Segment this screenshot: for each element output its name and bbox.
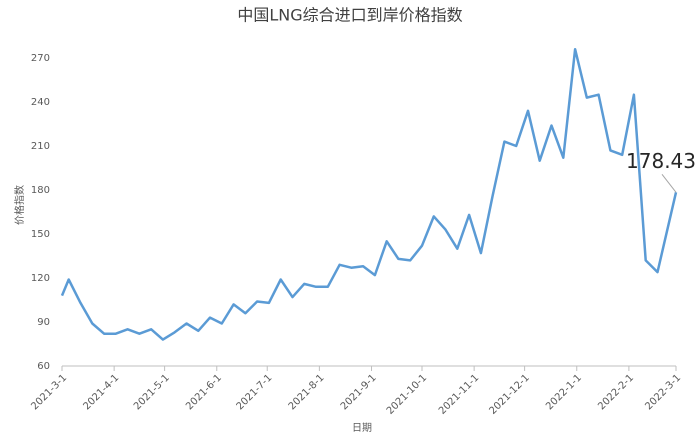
x-tick-label: 2022-1-1 — [544, 372, 584, 412]
y-tick-label: 240 — [31, 97, 50, 108]
x-tick-label: 2022-3-1 — [643, 372, 683, 412]
x-tick-label: 2021-3-1 — [29, 372, 69, 412]
x-tick-label: 2021-12-1 — [487, 372, 531, 416]
x-tick-label: 2021-11-1 — [437, 372, 481, 416]
x-tick-label: 2022-2-1 — [596, 372, 636, 412]
y-tick-label: 60 — [37, 361, 50, 372]
y-tick-label: 90 — [37, 317, 50, 328]
x-axis-label: 日期 — [352, 422, 372, 434]
x-tick-label: 2021-5-1 — [132, 372, 172, 412]
chart-title: 中国LNG综合进口到岸价格指数 — [237, 6, 462, 25]
value-label: 178.43 — [626, 149, 696, 173]
y-tick-label: 150 — [31, 229, 50, 240]
y-tick-label: 180 — [31, 185, 50, 196]
x-tick-label: 2021-7-1 — [235, 372, 275, 412]
x-tick-label: 2021-4-1 — [82, 372, 122, 412]
x-tick-label: 2021-8-1 — [287, 372, 327, 412]
y-tick-label: 120 — [31, 273, 50, 284]
line — [60, 47, 678, 341]
leader-line — [661, 173, 677, 193]
y-tick-label: 270 — [31, 53, 50, 64]
y-axis-label: 价格指数 — [13, 185, 26, 225]
y-tick-label: 210 — [31, 141, 50, 152]
x-tick-label: 2021-10-1 — [385, 372, 429, 416]
x-tick-label: 2021-6-1 — [184, 372, 224, 412]
x-tick-label: 2021-9-1 — [339, 372, 379, 412]
